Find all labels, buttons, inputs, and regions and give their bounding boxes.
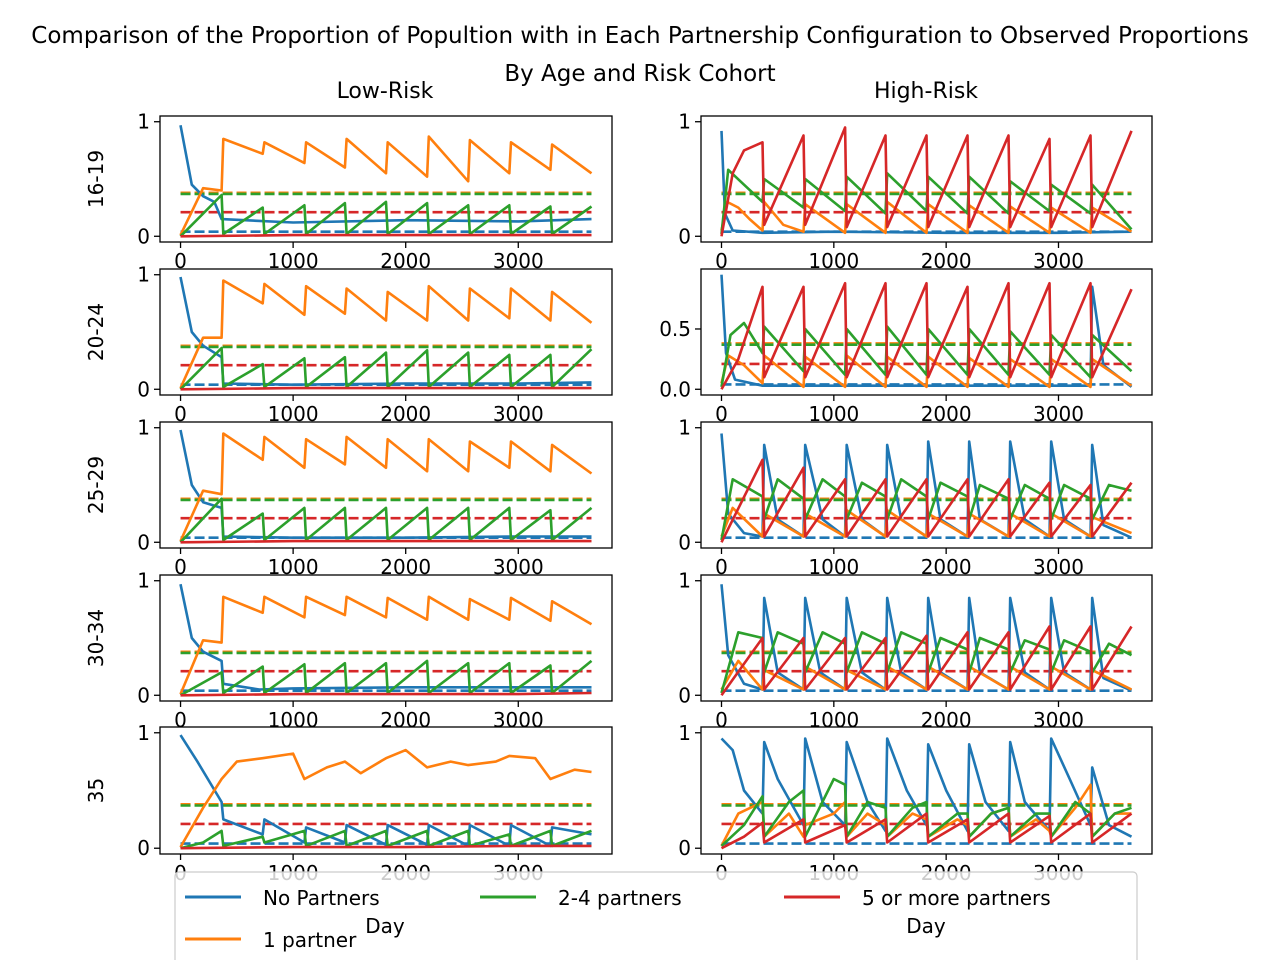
legend: No Partners 1 partner 2-4 partners 5 or …: [174, 871, 1138, 960]
row-label-20-24: 20-24: [84, 303, 108, 361]
panel-30-34-low-risk: 0 1000 2000 3000 0 1 30-34: [84, 569, 613, 732]
x-tick-label: 2000: [380, 708, 431, 732]
y-tick-label: 1: [678, 416, 691, 440]
x-tick-label: 0: [715, 249, 728, 273]
series-line-5-or-more-partners: [720, 126, 1133, 237]
series-line-5-or-more-partners: [180, 539, 592, 544]
y-tick-label: 0: [137, 530, 150, 554]
series-line-5-or-more-partners: [720, 812, 1133, 850]
axes-frame: [700, 268, 1153, 396]
axes-frame: [159, 574, 613, 702]
row-label-16-19: 16-19: [84, 150, 108, 208]
series-line-1-partner: [179, 432, 593, 542]
legend-frame: [174, 871, 1138, 960]
suptitle-line2: By Age and Risk Cohort: [504, 61, 775, 87]
y-tick-label: 0: [678, 224, 691, 248]
y-tick-label: 1: [678, 721, 691, 745]
row-label-35: 35: [84, 778, 108, 803]
x-tick-label: 0: [174, 555, 187, 579]
y-tick-label: 0: [137, 377, 150, 401]
series-line-5-or-more-partners: [720, 625, 1133, 697]
x-tick-label: 0: [715, 402, 728, 426]
series-line-5-or-more-partners: [180, 386, 592, 391]
y-tick-label: 1: [678, 569, 691, 593]
axes-frame: [700, 115, 1153, 243]
y-tick-label: 0: [678, 530, 691, 554]
legend-label-two-four: 2-4 partners: [558, 886, 682, 910]
axes-frame: [700, 574, 1153, 702]
series-line-1-partner: [179, 279, 593, 389]
suptitle-line1: Comparison of the Proportion of Popultio…: [31, 23, 1248, 49]
series-line-2-4-partners: [179, 193, 593, 238]
y-tick-label: 1: [137, 263, 150, 287]
x-tick-label: 3000: [1033, 708, 1084, 732]
series-line-5-or-more-partners: [180, 233, 592, 238]
series-line-5-or-more-partners: [720, 281, 1133, 390]
x-tick-label: 1000: [808, 708, 859, 732]
x-tick-label: 0: [715, 708, 728, 732]
axes-frame: [700, 726, 1153, 855]
column-title-high-risk: High-Risk: [874, 79, 978, 104]
series-line-2-4-partners: [179, 659, 593, 697]
series-line-2-4-partners: [180, 829, 592, 850]
x-axis-label-low-risk: Day: [365, 914, 405, 938]
y-tick-label: 0: [137, 683, 150, 707]
y-tick-label: 0: [678, 683, 691, 707]
y-tick-label: 0: [137, 224, 150, 248]
x-axis-labels: Day Day: [365, 914, 946, 938]
legend-label-five-plus: 5 or more partners: [862, 886, 1051, 910]
panel-30-34-high-risk: 0 1000 2000 3000 0 1: [678, 569, 1153, 732]
series-line-5-or-more-partners: [180, 844, 592, 850]
series-line-1-partner: [179, 595, 593, 695]
x-tick-label: 0: [174, 249, 187, 273]
x-axis-label-high-risk: Day: [906, 914, 946, 938]
series-line-1-partner: [179, 748, 592, 848]
axes-frame: [159, 421, 613, 549]
x-tick-label: 1000: [268, 708, 319, 732]
y-tick-label: 1: [137, 416, 150, 440]
x-tick-label: 0: [174, 402, 187, 426]
x-tick-label: 0: [174, 708, 187, 732]
row-label-25-29: 25-29: [84, 456, 108, 514]
axes-frame: [159, 115, 613, 243]
series-line-no-partners: [179, 734, 592, 848]
axes-frame: [700, 421, 1153, 549]
y-tick-label: 0: [678, 836, 691, 860]
panel-35-low-risk: 01000200030000135: [84, 721, 613, 885]
legend-label-no-partners: No Partners: [263, 886, 380, 910]
series-line-5-or-more-partners: [720, 458, 1133, 543]
legend-label-one-partner: 1 partner: [263, 928, 357, 952]
series-line-1-partner: [179, 135, 593, 236]
column-title-low-risk: Low-Risk: [337, 79, 434, 104]
series-line-no-partners: [179, 583, 592, 691]
axes-frame: [159, 268, 613, 396]
series-line-5-or-more-partners: [180, 691, 592, 697]
x-tick-label: 0: [715, 555, 728, 579]
y-tick-label: 1: [137, 569, 150, 593]
series-line-2-4-partners: [179, 346, 593, 391]
y-tick-label: 1: [137, 721, 150, 745]
y-tick-label: 1: [137, 110, 150, 134]
row-label-30-34: 30-34: [84, 609, 108, 667]
y-tick-label: 0: [137, 836, 150, 860]
x-tick-label: 2000: [921, 708, 972, 732]
y-tick-label: 0.0: [659, 377, 691, 401]
axes-frame: [159, 726, 613, 855]
y-tick-label: 1: [678, 110, 691, 134]
x-tick-label: 3000: [493, 708, 544, 732]
y-tick-label: 0.5: [659, 317, 691, 341]
series-line-2-4-partners: [179, 497, 593, 544]
